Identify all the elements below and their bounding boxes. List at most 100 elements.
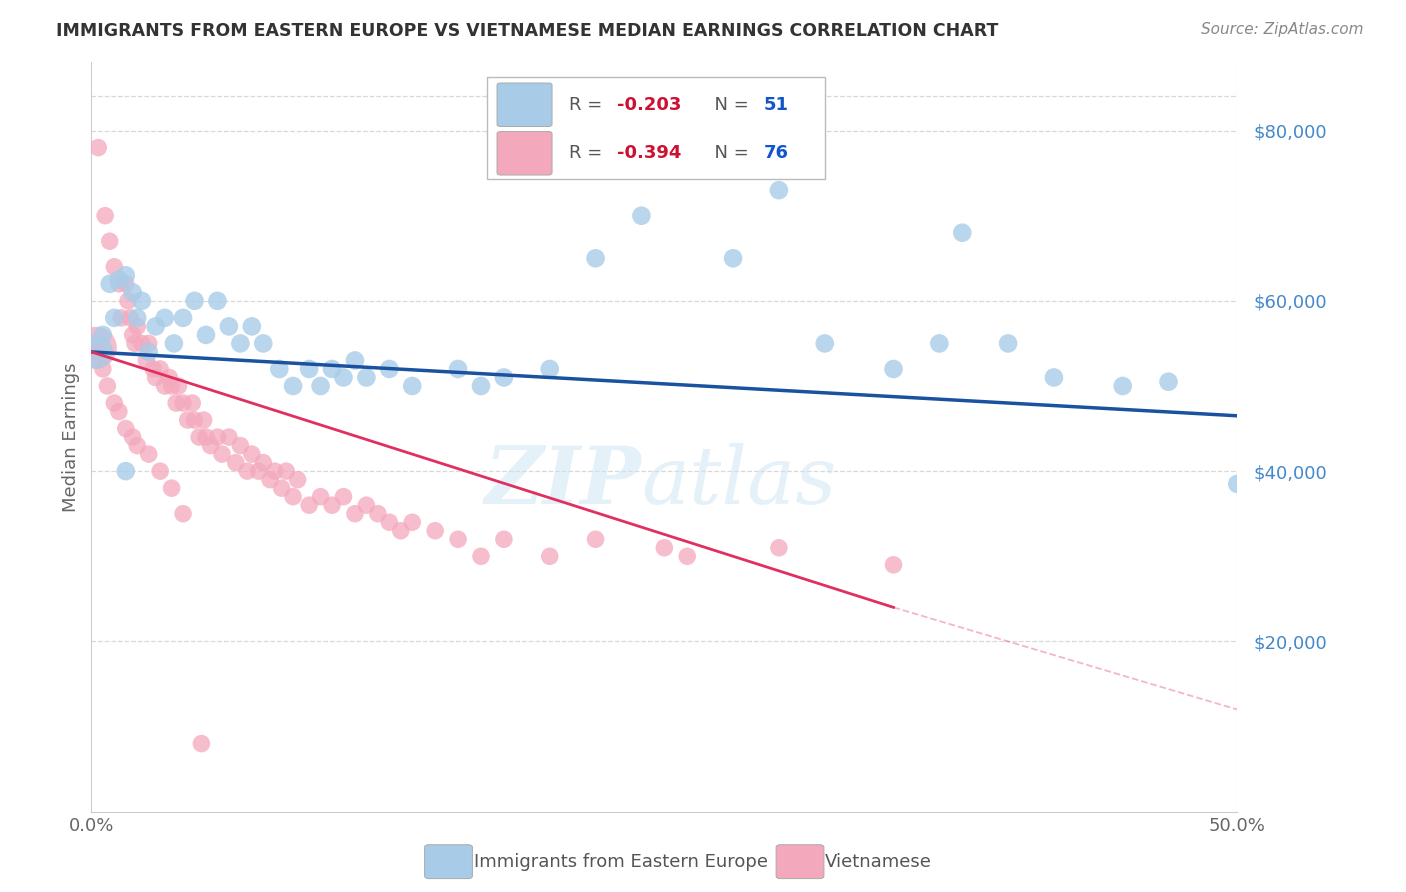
Point: [1157, 375, 1180, 389]
Point: [287, 473, 309, 487]
Point: [882, 558, 904, 572]
Point: [194, 430, 217, 444]
Point: [127, 439, 149, 453]
Point: [356, 498, 378, 512]
Point: [87, 140, 110, 154]
Point: [121, 327, 143, 342]
FancyBboxPatch shape: [486, 78, 825, 178]
Point: [138, 345, 160, 359]
Point: [447, 362, 470, 376]
Point: [183, 413, 205, 427]
FancyBboxPatch shape: [498, 83, 553, 127]
Point: [190, 737, 212, 751]
Point: [108, 272, 131, 286]
Point: [652, 541, 675, 555]
Point: [276, 464, 298, 478]
Point: [236, 464, 259, 478]
Point: [188, 430, 211, 444]
Point: [157, 370, 180, 384]
Point: [281, 379, 304, 393]
Point: [389, 524, 412, 538]
Point: [181, 396, 204, 410]
Point: [768, 541, 790, 555]
Point: [585, 252, 607, 266]
Point: [229, 439, 252, 453]
Point: [124, 336, 146, 351]
Point: [114, 268, 136, 283]
Point: [492, 370, 515, 384]
Point: [252, 336, 274, 351]
Point: [367, 507, 389, 521]
Point: [207, 293, 229, 308]
Point: [103, 396, 125, 410]
Point: [98, 277, 121, 291]
Point: [98, 234, 121, 248]
Point: [110, 310, 132, 325]
Text: R =: R =: [569, 145, 609, 162]
Point: [332, 490, 354, 504]
Point: [167, 379, 190, 393]
Point: [114, 421, 136, 435]
Text: N =: N =: [703, 145, 755, 162]
Point: [114, 277, 136, 291]
Text: N =: N =: [703, 95, 755, 114]
Point: [138, 447, 160, 461]
Point: [676, 549, 699, 564]
Point: [121, 285, 143, 300]
Point: [121, 430, 143, 444]
FancyBboxPatch shape: [498, 131, 553, 175]
Point: [172, 396, 194, 410]
Point: [298, 498, 321, 512]
Point: [997, 336, 1019, 351]
Point: [263, 464, 285, 478]
Point: [247, 464, 270, 478]
Point: [343, 507, 366, 521]
Text: -0.394: -0.394: [617, 145, 682, 162]
Point: [108, 404, 131, 418]
Point: [950, 226, 973, 240]
Point: [240, 447, 263, 461]
Point: [928, 336, 950, 351]
Point: [321, 362, 343, 376]
Point: [103, 260, 125, 274]
Point: [149, 362, 172, 376]
Point: [127, 319, 149, 334]
Point: [193, 413, 215, 427]
Point: [91, 327, 114, 342]
Text: R =: R =: [569, 95, 609, 114]
Point: [84, 341, 107, 355]
Point: [281, 490, 304, 504]
Point: [721, 252, 744, 266]
Point: [96, 379, 118, 393]
Point: [269, 362, 291, 376]
Point: [218, 319, 240, 334]
Point: [470, 549, 492, 564]
Point: [259, 473, 281, 487]
Point: [240, 319, 263, 334]
Point: [87, 345, 110, 359]
Text: -0.203: -0.203: [617, 95, 682, 114]
Text: atlas: atlas: [641, 443, 837, 521]
Point: [94, 209, 117, 223]
Point: [194, 327, 217, 342]
Point: [138, 336, 160, 351]
Text: Vietnamese: Vietnamese: [825, 853, 932, 871]
Point: [153, 379, 176, 393]
Point: [225, 456, 247, 470]
Point: [211, 447, 233, 461]
Point: [538, 362, 561, 376]
Point: [114, 464, 136, 478]
Point: [1111, 379, 1133, 393]
Point: [401, 379, 423, 393]
Y-axis label: Median Earnings: Median Earnings: [62, 362, 80, 512]
Point: [84, 345, 107, 359]
Point: [218, 430, 240, 444]
Point: [332, 370, 354, 384]
Point: [321, 498, 343, 512]
Point: [131, 336, 153, 351]
Point: [768, 183, 790, 197]
Point: [229, 336, 252, 351]
Point: [585, 533, 607, 547]
Point: [172, 507, 194, 521]
Point: [145, 319, 167, 334]
